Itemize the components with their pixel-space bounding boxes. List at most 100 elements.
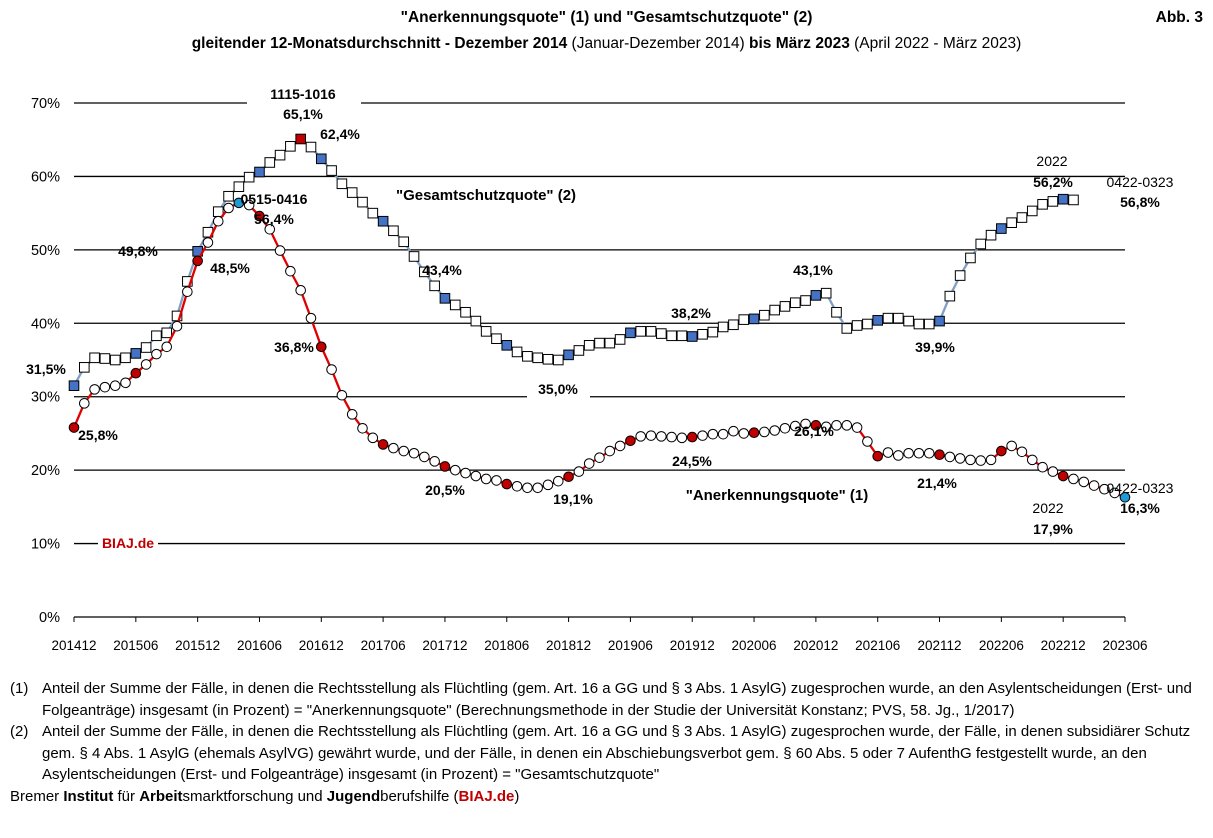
anerkennungsquote-point bbox=[717, 428, 729, 440]
anerkennungsquote-point bbox=[810, 420, 822, 431]
anerkennungsquote-point bbox=[656, 431, 667, 442]
gesamtschutzquote-point bbox=[614, 334, 626, 345]
anerkennungsquote-point bbox=[841, 420, 853, 431]
anerkennungsquote-point bbox=[563, 471, 574, 483]
gesamtschutzquote-point bbox=[944, 290, 956, 302]
gesamtschutzquote-point bbox=[182, 276, 193, 287]
anerkennungsquote-point bbox=[552, 475, 564, 487]
anerkennungsquote-point bbox=[1109, 487, 1120, 499]
anerkennungsquote-point bbox=[419, 451, 430, 463]
gesamtschutzquote-point bbox=[542, 353, 554, 365]
gesamtschutzquote-point bbox=[480, 326, 492, 337]
anerkennungsquote-point bbox=[171, 320, 183, 332]
x-tick-label: 201412 bbox=[51, 638, 96, 653]
gesamtschutzquote-point bbox=[120, 352, 131, 364]
anerkennungsquote-point bbox=[285, 265, 296, 277]
gesamtschutzquote-point bbox=[295, 133, 306, 145]
gesamtschutzquote-point bbox=[965, 252, 976, 264]
x-tick-label: 202012 bbox=[793, 638, 838, 653]
anerkennungsquote-point bbox=[223, 202, 234, 214]
gesamtschutzquote-point bbox=[831, 306, 842, 318]
annotation-label: 49,8% bbox=[118, 243, 158, 259]
anerkennungsquote-point bbox=[274, 245, 286, 256]
gesamtschutzquote-point bbox=[789, 297, 801, 309]
anerkennungsquote-point bbox=[439, 461, 451, 472]
gesamtschutzquote-point bbox=[99, 353, 111, 364]
footer-part: smarktforschung und bbox=[182, 787, 327, 805]
x-tick-label: 201506 bbox=[113, 638, 158, 653]
x-tick-label: 202106 bbox=[855, 638, 900, 653]
anerkennungsquote-point bbox=[346, 409, 358, 420]
gesamtschutzquote-point bbox=[501, 340, 513, 351]
gesamtschutzquote-point bbox=[810, 290, 822, 301]
gesamtschutzquote-point bbox=[161, 327, 173, 339]
biaj-link[interactable]: BIAJ.de bbox=[458, 787, 515, 805]
gesamtschutzquote-point bbox=[666, 330, 677, 342]
gesamtschutzquote-point bbox=[717, 321, 729, 333]
annotation-label: 39,9% bbox=[915, 339, 955, 355]
gesamtschutzquote-point bbox=[140, 342, 152, 353]
anerkennungsquote-point bbox=[501, 478, 513, 490]
anerkennungsquote-point bbox=[532, 482, 543, 494]
gesamtschutzquote-point bbox=[728, 319, 739, 331]
gesamtschutzquote-point bbox=[460, 306, 471, 318]
gesamtschutzquote-point bbox=[367, 207, 379, 219]
annotation-label: "Gesamtschutzquote" (2) bbox=[396, 187, 576, 204]
gesamtschutzquote-point bbox=[975, 238, 987, 250]
gesamtschutzquote-point bbox=[89, 352, 100, 364]
anerkennungsquote-point bbox=[1119, 492, 1131, 503]
anerkennungsquote-point bbox=[738, 428, 750, 439]
anerkennungsquote-point bbox=[470, 470, 482, 482]
anerkennungsquote-point bbox=[79, 398, 90, 409]
gesamtschutzquote-point bbox=[233, 181, 245, 193]
anerkennungsquote-point bbox=[831, 420, 842, 431]
annotation-label: 2022 bbox=[1032, 500, 1063, 516]
footer-part: Jugend bbox=[326, 787, 381, 805]
annotation-label: 48,5% bbox=[210, 260, 250, 276]
footnote-text: Anteil der Summe der Fälle, in denen die… bbox=[42, 680, 1192, 719]
gesamtschutzquote-point bbox=[305, 141, 317, 153]
anerkennungsquote-point bbox=[666, 431, 677, 443]
anerkennungsquote-point bbox=[151, 348, 162, 360]
annotation-label: 19,1% bbox=[553, 491, 593, 507]
x-tick-label: 202112 bbox=[918, 638, 962, 653]
x-tick-label: 202306 bbox=[1102, 638, 1147, 653]
gesamtschutzquote-point bbox=[707, 326, 719, 338]
anerkennungsquote-point bbox=[614, 440, 626, 452]
gesamtschutzquote-point bbox=[130, 348, 142, 359]
anerkennungsquote-point bbox=[233, 197, 245, 209]
gesamtschutzquote-point bbox=[954, 270, 966, 281]
anerkennungsquote-point bbox=[295, 284, 306, 296]
gesamtschutzquote-point bbox=[1037, 199, 1048, 210]
anerkennungsquote-point bbox=[583, 458, 595, 469]
footnote-number: (1) bbox=[10, 680, 29, 697]
subtitle-part: (April 2022 - März 2023) bbox=[849, 35, 1022, 52]
anerkennungsquote-point bbox=[944, 451, 956, 463]
annotation-label: 56,8% bbox=[1120, 194, 1160, 210]
annotation-label: 43,4% bbox=[422, 262, 462, 278]
anerkennungsquote-point bbox=[1068, 473, 1079, 485]
anerkennungsquote-point bbox=[573, 466, 585, 477]
anerkennungsquote-point bbox=[305, 312, 317, 324]
anerkennungsquote-point bbox=[140, 359, 152, 370]
anerkennungsquote-point bbox=[707, 428, 719, 440]
anerkennungsquote-point bbox=[923, 447, 935, 459]
subtitle-part: gleitender 12-Monatsdurchschnitt - Dezem… bbox=[191, 35, 568, 52]
anerkennungsquote-point bbox=[109, 380, 121, 392]
gesamtschutzquote-point bbox=[759, 309, 770, 321]
footnotes: (1) Anteil der Summe der Fälle, in denen… bbox=[10, 678, 1205, 807]
gesamtschutzquote-point bbox=[346, 187, 358, 198]
anerkennungsquote-point bbox=[625, 435, 636, 447]
gesamtschutzquote-point bbox=[893, 312, 904, 324]
anerkennungsquote-point bbox=[449, 464, 461, 476]
anerkennungsquote-point bbox=[460, 467, 471, 479]
anerkennungsquote-point bbox=[1057, 470, 1069, 482]
x-tick-label: 201606 bbox=[237, 638, 282, 653]
annotation-label: 25,8% bbox=[78, 427, 118, 443]
anerkennungsquote-point bbox=[645, 430, 657, 441]
gesamtschutzquote-point bbox=[1047, 196, 1059, 207]
anerkennungsquote-point bbox=[913, 447, 925, 459]
anerkennungsquote-point bbox=[882, 447, 894, 458]
y-tick-label: 60% bbox=[31, 169, 60, 185]
gesamtschutzquote-point bbox=[738, 314, 750, 325]
